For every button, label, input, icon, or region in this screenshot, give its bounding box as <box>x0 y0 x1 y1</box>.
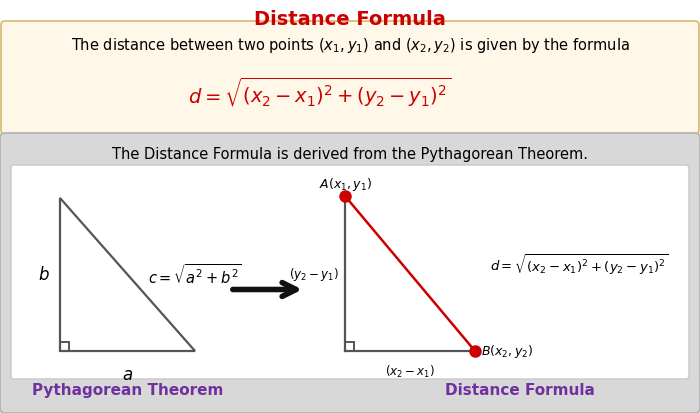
FancyBboxPatch shape <box>1 22 699 135</box>
Text: $A(x_1, y_1)$: $A(x_1, y_1)$ <box>318 176 372 192</box>
Text: The Distance Formula is derived from the Pythagorean Theorem.: The Distance Formula is derived from the… <box>112 147 588 161</box>
Text: $b$: $b$ <box>38 266 50 284</box>
Text: $c = \sqrt{a^2 + b^2}$: $c = \sqrt{a^2 + b^2}$ <box>148 263 241 287</box>
Text: $d = \sqrt{(x_2 - x_1)^2 + (y_2 - y_1)^2}$: $d = \sqrt{(x_2 - x_1)^2 + (y_2 - y_1)^2… <box>188 76 452 109</box>
Text: $B(x_2, y_2)$: $B(x_2, y_2)$ <box>481 343 533 360</box>
Text: The distance between two points $(x_1, y_1)$ and $(x_2, y_2)$ is given by the fo: The distance between two points $(x_1, y… <box>71 36 629 55</box>
FancyBboxPatch shape <box>0 134 700 413</box>
Text: $(y_2 - y_1)$: $(y_2 - y_1)$ <box>289 266 339 282</box>
FancyBboxPatch shape <box>11 166 689 379</box>
Text: $a$: $a$ <box>122 365 133 383</box>
Text: Distance Formula: Distance Formula <box>445 382 595 398</box>
Text: Distance Formula: Distance Formula <box>254 10 446 29</box>
Text: $(x_2 - x_1)$: $(x_2 - x_1)$ <box>385 363 435 379</box>
Text: Pythagorean Theorem: Pythagorean Theorem <box>32 382 224 398</box>
Text: $d = \sqrt{(x_2 - x_1)^2 + (y_2 - y_1)^2}$: $d = \sqrt{(x_2 - x_1)^2 + (y_2 - y_1)^2… <box>490 252 668 276</box>
